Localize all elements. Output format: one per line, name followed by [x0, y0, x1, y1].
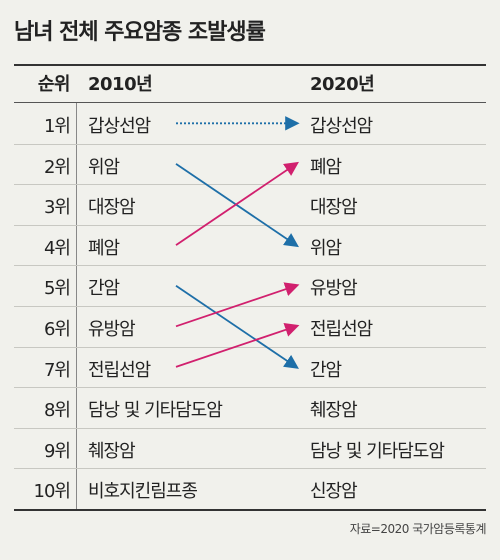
cancer-2010: 전립선암: [88, 359, 151, 381]
cancer-2020: 폐암: [310, 156, 342, 178]
rank-label: 2위: [43, 156, 71, 178]
header-rank: 순위: [37, 74, 71, 95]
row-divider: [14, 346, 486, 348]
rank-change-arrow: [175, 282, 300, 328]
cancer-2010: 비호지킨림프종: [88, 481, 198, 503]
cancer-2010: 담낭 및 기타담도암: [88, 400, 223, 422]
table-bottom-rule: [14, 509, 486, 511]
rank-change-arrow: [175, 322, 300, 368]
cancer-2020: 간암: [310, 359, 342, 381]
cancer-2020: 유방암: [310, 278, 358, 300]
header-2020: 2020년: [310, 74, 375, 95]
rank-label: 5위: [43, 278, 71, 300]
header-bottom-rule: [14, 102, 486, 103]
row-divider: [14, 143, 486, 145]
cancer-2010: 유방암: [88, 319, 136, 340]
rank-change-arrow: [175, 284, 299, 369]
row-divider: [14, 265, 486, 267]
rank-change-arrow: [175, 161, 299, 246]
cancer-2020: 신장암: [310, 481, 358, 503]
source-note: 자료=2020 국가암등록통계: [349, 522, 487, 536]
header-2010: 2010년: [88, 74, 153, 95]
cancer-2020: 췌장암: [310, 400, 358, 422]
row-divider: [14, 387, 486, 389]
rank-label: 1위: [43, 116, 71, 137]
cancer-2020: 담낭 및 기타담도암: [310, 440, 445, 462]
header-top-rule: [14, 64, 486, 66]
row-divider: [14, 224, 486, 226]
rank-label: 10위: [33, 481, 71, 503]
cancer-2010: 대장암: [88, 197, 136, 219]
cancer-2020: 갑상선암: [310, 116, 373, 137]
rank-label: 8위: [43, 400, 71, 422]
cancer-2020: 위암: [310, 237, 342, 259]
rank-label: 9위: [43, 440, 71, 462]
cancer-2010: 갑상선암: [88, 116, 151, 137]
rank-label: 3위: [43, 197, 71, 219]
cancer-2020: 전립선암: [310, 319, 373, 340]
cancer-2010: 췌장암: [88, 440, 136, 462]
cancer-2010: 간암: [88, 278, 120, 300]
rank-label: 7위: [43, 359, 71, 381]
row-divider: [14, 306, 486, 307]
chart-title: 남녀 전체 주요암종 조발생률: [14, 20, 266, 45]
cancer-2010: 폐암: [88, 237, 120, 259]
row-divider: [14, 184, 486, 186]
rank-label: 4위: [43, 237, 71, 259]
rank-label: 6위: [43, 319, 71, 340]
row-divider: [14, 427, 486, 429]
row-divider: [14, 468, 486, 470]
cancer-2010: 위암: [88, 156, 120, 178]
cancer-2020: 대장암: [310, 197, 358, 219]
